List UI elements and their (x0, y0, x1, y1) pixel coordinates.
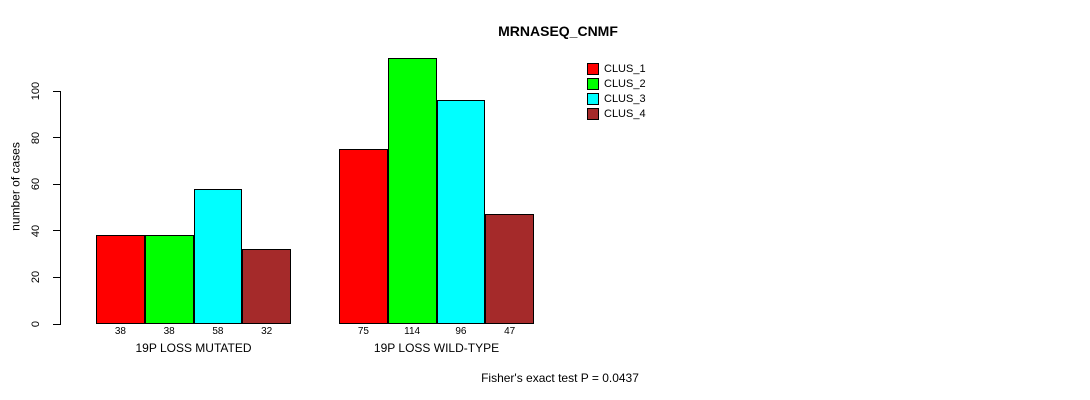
bar-value-label: 114 (404, 326, 421, 337)
legend-swatch-icon (587, 93, 599, 105)
legend-label: CLUS_2 (604, 78, 646, 90)
bar-value-label: 38 (114, 326, 126, 337)
bar-value-label: 58 (212, 326, 224, 337)
y-axis-tick-label: 60 (30, 178, 42, 191)
bar-value-label: 75 (357, 326, 369, 337)
bar-value-label: 32 (261, 326, 273, 337)
legend-swatch-icon (587, 63, 599, 75)
y-axis-tick-label: 80 (30, 131, 42, 144)
legend-label: CLUS_3 (604, 93, 646, 105)
legend-swatch-icon (587, 78, 599, 90)
bar-clus_1-group2 (339, 149, 388, 324)
bar-clus_4-group1 (242, 249, 291, 324)
y-axis-tick (53, 276, 61, 278)
y-axis-tick (53, 137, 61, 139)
bar-clus_3-group1 (193, 188, 243, 324)
legend: CLUS_1 CLUS_2 CLUS_3 CLUS_4 (587, 63, 646, 123)
legend-label: CLUS_1 (604, 63, 646, 75)
y-axis-tick (53, 230, 61, 232)
bar-clus_4-group2 (485, 214, 534, 324)
legend-swatch-icon (587, 108, 599, 120)
y-axis-tick-label: 0 (30, 320, 42, 328)
legend-item: CLUS_3 (587, 93, 646, 105)
y-axis-tick-label: 40 (30, 224, 42, 237)
x-category-label: 19P LOSS MUTATED (135, 341, 252, 355)
fisher-test-annotation: Fisher's exact test P = 0.0437 (481, 371, 639, 385)
bar-value-label: 47 (504, 326, 516, 337)
x-category-label: 19P LOSS WILD-TYPE (373, 341, 500, 355)
chart-title: MRNASEQ_CNMF (498, 23, 618, 39)
legend-item: CLUS_1 (587, 63, 646, 75)
bar-value-label: 38 (163, 326, 175, 337)
y-axis-line (60, 91, 61, 325)
bar-clus_2-group2 (387, 58, 437, 324)
legend-label: CLUS_4 (604, 108, 646, 120)
legend-item: CLUS_4 (587, 108, 646, 120)
bar-clus_1-group1 (96, 235, 145, 324)
y-axis-tick (53, 90, 61, 92)
legend-item: CLUS_2 (587, 78, 646, 90)
bar-clus_2-group1 (144, 235, 194, 324)
y-axis-tick (53, 323, 61, 325)
bar-value-label: 96 (455, 326, 467, 337)
bar-clus_3-group2 (436, 100, 486, 324)
y-axis-tick (53, 183, 61, 185)
y-axis-tick-label: 100 (30, 81, 42, 101)
y-axis-tick-label: 20 (30, 271, 42, 284)
